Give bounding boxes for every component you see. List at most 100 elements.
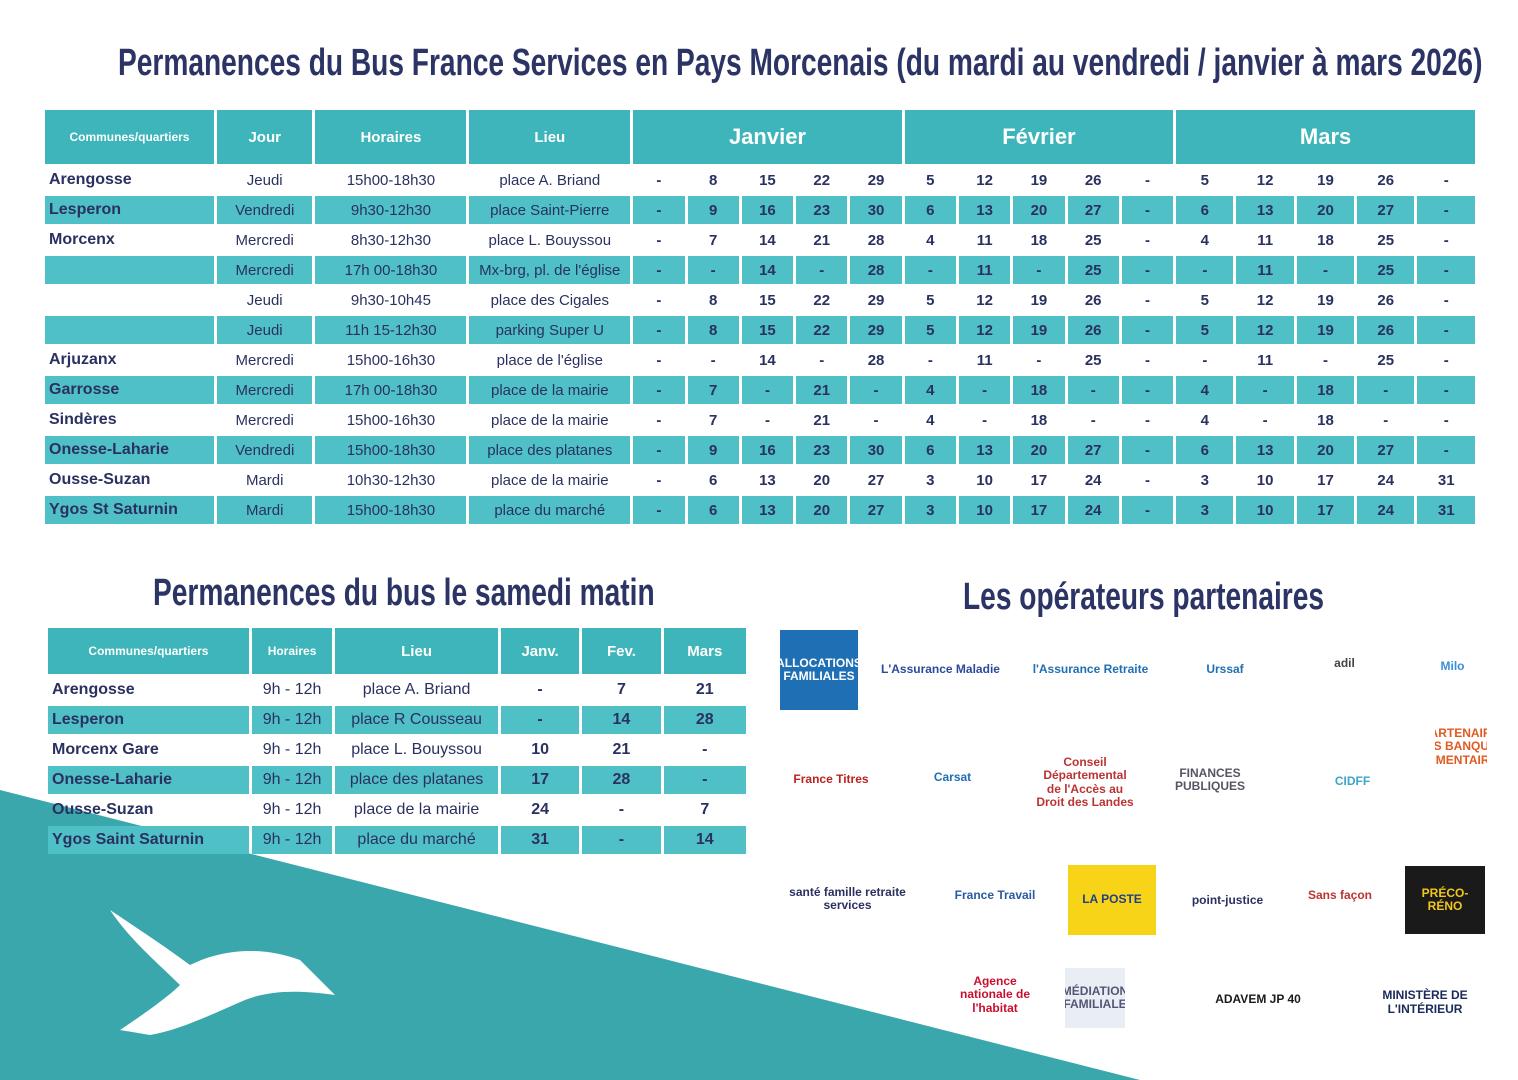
date-cell: - bbox=[1013, 256, 1065, 284]
partner-logo: Agence nationale de l'habitat bbox=[950, 960, 1040, 1030]
schedule-row: Ousse-Suzan Mardi 10h30-12h30 place de la m… bbox=[45, 466, 1475, 494]
date-cell: 31 bbox=[1417, 496, 1475, 524]
cell: 9h30-12h30 bbox=[315, 196, 467, 224]
date-cell: - bbox=[1145, 231, 1150, 249]
column-header: Jour bbox=[216, 110, 313, 164]
date-cell: 4 bbox=[1200, 231, 1209, 249]
date-cell: - bbox=[633, 376, 685, 404]
cell: place du marché bbox=[469, 496, 631, 524]
partner-logo: santé famille retraite services bbox=[780, 868, 915, 930]
date-cell: 13 bbox=[958, 436, 1011, 464]
date-cell: 26 bbox=[1084, 171, 1102, 189]
partner-logo: point-justice bbox=[1185, 868, 1270, 933]
date-cell: 22 bbox=[796, 316, 848, 344]
date-cell: - bbox=[633, 196, 685, 224]
cell: 8h30-12h30 bbox=[350, 231, 431, 249]
date-cell: 25 bbox=[1357, 256, 1415, 284]
date-cell: - bbox=[500, 706, 580, 734]
date-cell: - bbox=[633, 496, 685, 524]
date-cell: 3 bbox=[1176, 496, 1234, 524]
date-cell: 14 bbox=[741, 256, 794, 284]
date-cell: 19 bbox=[1317, 171, 1334, 189]
date-cell: 19 bbox=[1317, 291, 1334, 309]
date-cell: - bbox=[633, 256, 685, 284]
cell: Ygos Saint Saturnin bbox=[48, 826, 249, 854]
date-cell: - bbox=[1357, 376, 1415, 404]
date-cell: 7 bbox=[708, 411, 718, 429]
date-cell: 3 bbox=[926, 471, 935, 489]
saturday-row: Ygos Saint Saturnin 9h - 12h place du marc… bbox=[48, 826, 746, 854]
date-cell: 11 bbox=[976, 231, 993, 249]
date-cell: - bbox=[1145, 291, 1150, 309]
date-cell: - bbox=[982, 411, 988, 429]
schedule-table: Communes/quartiers Jour Horaires Lieu Janvie… bbox=[42, 108, 1478, 526]
date-cell: - bbox=[710, 351, 716, 369]
date-cell: - bbox=[1417, 196, 1475, 224]
date-cell: 10 bbox=[1256, 471, 1274, 489]
date-cell: 15 bbox=[741, 316, 794, 344]
date-cell: 24 bbox=[531, 801, 549, 818]
bird bbox=[110, 910, 335, 1035]
date-cell: 28 bbox=[867, 351, 885, 369]
date-cell: 16 bbox=[741, 196, 794, 224]
date-cell: 24 bbox=[1377, 471, 1395, 489]
date-cell: - bbox=[1145, 171, 1150, 189]
date-cell: 13 bbox=[1236, 196, 1294, 224]
date-cell: 7 bbox=[700, 801, 710, 818]
saturday-row: Onesse-Laharie 9h - 12h place des platanes… bbox=[48, 766, 746, 794]
date-cell: 11 bbox=[976, 351, 993, 369]
cell: Vendredi bbox=[216, 196, 313, 224]
date-cell: 7 bbox=[616, 681, 626, 698]
date-cell: 6 bbox=[708, 471, 718, 489]
column-header: Communes/quartiers bbox=[45, 110, 214, 164]
date-cell: 6 bbox=[904, 436, 956, 464]
cell: Sindères bbox=[49, 411, 117, 428]
date-cell: 11 bbox=[1257, 231, 1274, 249]
subtitle: Permanences du bus le samedi matin bbox=[153, 572, 655, 614]
date-cell: 12 bbox=[1236, 316, 1294, 344]
date-cell: - bbox=[1236, 376, 1294, 404]
date-cell: - bbox=[1443, 231, 1449, 249]
date-cell: - bbox=[1322, 351, 1328, 369]
cell: place R Cousseau bbox=[335, 706, 498, 734]
date-cell: 26 bbox=[1377, 291, 1395, 309]
column-header: Lieu bbox=[335, 628, 498, 674]
date-cell: - bbox=[1121, 376, 1174, 404]
date-cell: 3 bbox=[904, 496, 956, 524]
cell: Mercredi bbox=[216, 376, 313, 404]
cell: 9h30-10h45 bbox=[350, 291, 431, 309]
cell: place des platanes bbox=[469, 436, 631, 464]
date-cell: 18 bbox=[1317, 231, 1334, 249]
cell: 10h30-12h30 bbox=[346, 471, 436, 489]
date-cell: 29 bbox=[867, 291, 885, 309]
date-cell: 30 bbox=[850, 436, 902, 464]
cell: place de la mairie bbox=[469, 376, 631, 404]
cell: 17h 00-18h30 bbox=[315, 256, 467, 284]
date-cell: - bbox=[1036, 351, 1042, 369]
date-cell: 10 bbox=[958, 496, 1011, 524]
date-cell: 27 bbox=[1067, 196, 1119, 224]
title: Permanences du Bus France Services en Pa… bbox=[118, 42, 1483, 84]
date-cell: 27 bbox=[850, 496, 902, 524]
date-cell: - bbox=[1121, 196, 1174, 224]
cell: 9h - 12h bbox=[262, 681, 322, 698]
date-cell: 20 bbox=[813, 471, 831, 489]
date-cell: 19 bbox=[1030, 291, 1048, 309]
schedule-row: Onesse-Laharie Vendredi 15h00-18h30 place d… bbox=[45, 436, 1475, 464]
date-cell: 30 bbox=[850, 196, 902, 224]
cell: place du marché bbox=[335, 826, 498, 854]
cell: place Saint-Pierre bbox=[469, 196, 631, 224]
date-cell: 26 bbox=[1357, 316, 1415, 344]
partner-logo: MÉDIATION FAMILIALE bbox=[1065, 968, 1125, 1028]
date-cell: 24 bbox=[1067, 496, 1119, 524]
date-cell: 18 bbox=[1317, 411, 1334, 429]
cell: Ousse-Suzan bbox=[49, 471, 151, 488]
cell: Mercredi bbox=[235, 411, 294, 429]
date-cell: - bbox=[633, 316, 685, 344]
date-cell: 17 bbox=[1296, 496, 1355, 524]
date-cell: 13 bbox=[1236, 436, 1294, 464]
date-cell: - bbox=[1202, 351, 1208, 369]
partner-logo: FINANCES PUBLIQUES bbox=[1145, 745, 1275, 815]
date-cell: 29 bbox=[867, 171, 885, 189]
